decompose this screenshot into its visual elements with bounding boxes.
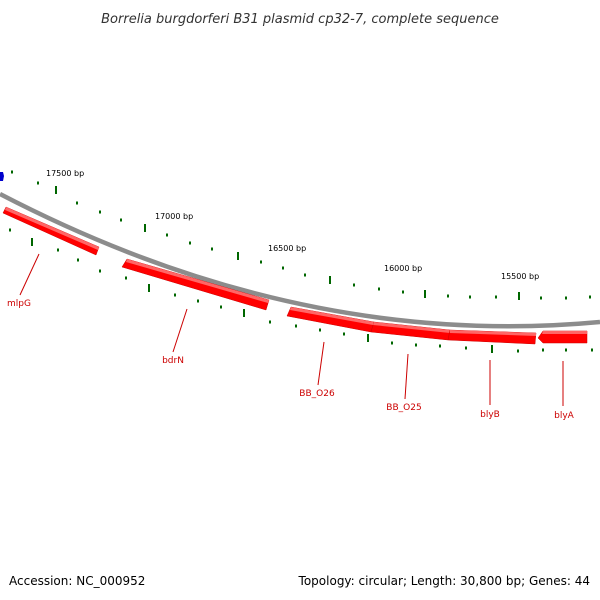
scale-label: 17000 bp [155, 212, 193, 221]
gene-arrow-highlight [450, 330, 536, 336]
gene-arrow-highlight [373, 322, 450, 333]
scale-label: 16500 bp [268, 244, 306, 253]
gene-label: bdrN [162, 356, 184, 366]
leader-line [317, 341, 325, 386]
tick-marks [9, 170, 593, 353]
gene-label: BB_O25 [386, 403, 421, 413]
gene-label: mlpG [7, 299, 31, 309]
gene-features [2, 206, 588, 345]
scale-labels: 17500 bp 17000 bp 16500 bp 16000 bp 15500 bp [46, 169, 539, 281]
gene-label: blyB [480, 410, 500, 420]
leader-line [172, 308, 188, 353]
gene-arrow-highlight [542, 331, 587, 334]
gene-arrow-highlight [126, 259, 269, 303]
scale-label: 16000 bp [384, 264, 422, 273]
gene-labels: mlpG bdrN BB_O26 BB_O25 blyB blyA [7, 253, 575, 421]
leader-line [404, 353, 409, 400]
gene-label: blyA [554, 411, 575, 421]
gene-arrow-highlight [5, 207, 99, 250]
summary-text: Topology: circular; Length: 30,800 bp; G… [298, 574, 590, 588]
accession-text: Accession: NC_000952 [9, 574, 145, 588]
scale-label: 15500 bp [501, 272, 539, 281]
leader-line [19, 253, 40, 296]
gene-label: BB_O26 [299, 389, 335, 399]
map-title: Borrelia burgdorferi B31 plasmid cp32-7,… [101, 12, 499, 27]
scale-label: 17500 bp [46, 169, 84, 178]
plasmid-backbone [0, 192, 600, 329]
origin-marker [0, 172, 4, 181]
gene-arrow-highlight [290, 307, 374, 325]
